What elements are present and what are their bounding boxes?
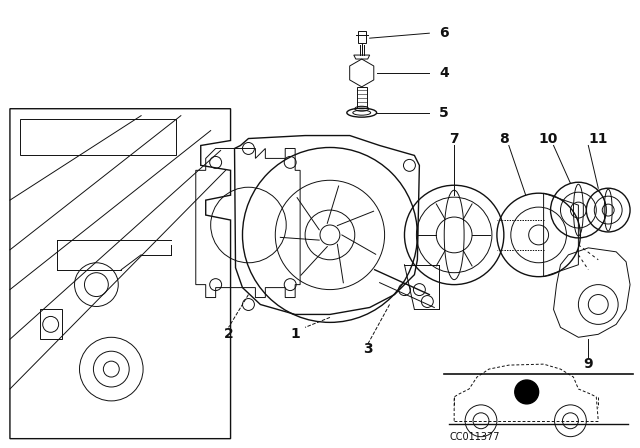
Text: 6: 6 bbox=[439, 26, 449, 40]
Text: 1: 1 bbox=[291, 327, 300, 341]
Text: CC011377: CC011377 bbox=[449, 432, 500, 442]
Text: 8: 8 bbox=[499, 132, 509, 146]
Circle shape bbox=[515, 380, 539, 404]
Text: 7: 7 bbox=[449, 132, 459, 146]
Text: 10: 10 bbox=[539, 132, 558, 146]
Text: 5: 5 bbox=[439, 106, 449, 120]
Text: 2: 2 bbox=[224, 327, 234, 341]
Text: 3: 3 bbox=[363, 342, 372, 356]
Text: 9: 9 bbox=[584, 357, 593, 371]
Text: 11: 11 bbox=[589, 132, 608, 146]
Text: 4: 4 bbox=[439, 66, 449, 80]
